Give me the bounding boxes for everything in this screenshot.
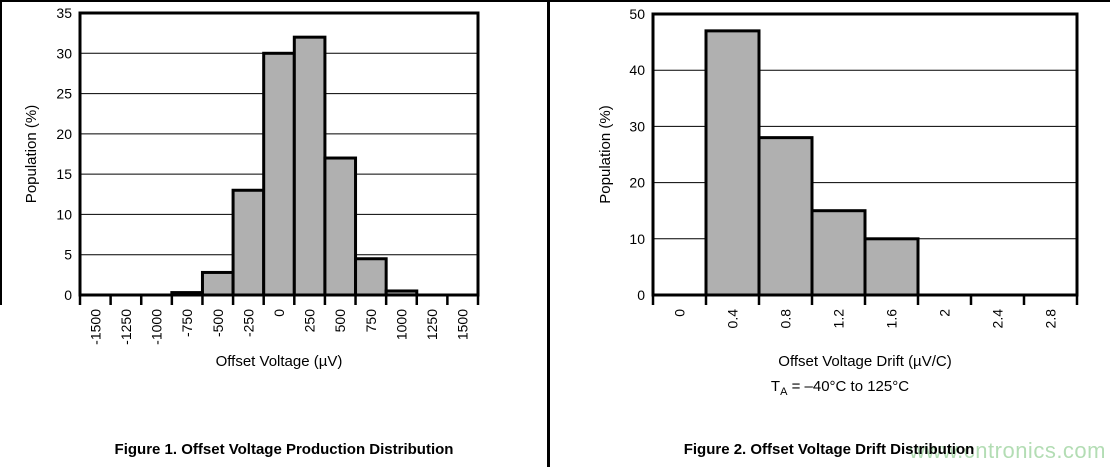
x-axis-tick-label: -250 [240,309,256,337]
y-axis-tick-label: 50 [629,6,645,22]
x-axis-tick-label: 0 [672,309,688,317]
top-border [0,0,1110,2]
figure1-caption: Figure 1. Offset Voltage Production Dist… [114,441,454,458]
y-axis-tick-label: 30 [629,118,645,134]
y-axis-title: Population (%) [23,105,40,203]
left-border [0,0,2,305]
x-axis-tick-label: 2.4 [990,309,1006,329]
plot-frame [651,12,1079,297]
y-axis-tick-label: 20 [56,126,72,142]
x-axis-tick-label: 500 [332,309,348,333]
x-axis-tick-label: 250 [302,309,318,333]
histogram-bar [262,51,296,297]
histogram-bar [863,237,920,297]
histogram-bar [704,29,761,297]
y-axis-tick-label: 0 [637,287,645,303]
x-axis-tick-label: 750 [363,309,379,333]
x-axis-tick-label: 0.4 [725,309,741,329]
x-axis-tick-label: 1250 [424,309,440,340]
y-axis-tick-label: 20 [629,175,645,191]
temperature-note-text: = –40°C to 125°C [787,378,910,395]
y-axis-tick-label: 10 [629,231,645,247]
x-axis-title: Offset Voltage (µV) [216,353,343,370]
histogram-bar [810,209,867,297]
temperature-note-subscript: A [780,386,788,398]
x-axis-tick-label: -1000 [149,309,165,345]
x-axis-tick-label: -1500 [87,309,103,345]
x-axis-title: Offset Voltage Drift (µV/C) [778,353,951,370]
x-axis-tick-label: -750 [179,309,195,337]
x-axis-tick-label: 2 [937,309,953,317]
x-axis-tick-label: 0.8 [778,309,794,329]
histogram-bar [231,188,266,297]
panel-divider [547,0,550,467]
y-axis-title: Population (%) [597,105,614,203]
x-axis-tick-label: 1.6 [884,309,900,329]
x-axis-tick-label: 0 [271,309,287,317]
x-axis-tick-label: 1000 [393,309,409,340]
plot-frame [78,11,480,297]
y-axis-tick-label: 40 [629,62,645,78]
x-axis-tick-label: 1.2 [831,309,847,329]
y-axis-tick-label: 0 [64,287,72,303]
y-axis-tick-label: 10 [56,206,72,222]
watermark-text: www.cntronics.com [909,438,1106,463]
x-axis-tick-label: 2.8 [1043,309,1059,329]
y-axis-tick-label: 15 [56,166,72,182]
histogram-bar [354,257,388,297]
histogram-bar [757,136,814,297]
x-axis-tick-label: 1500 [455,309,471,340]
y-axis-tick-label: 5 [64,247,72,263]
y-axis-tick-label: 30 [56,45,72,61]
x-axis-tick-label: -1250 [118,309,134,345]
histogram-bar [292,35,327,297]
temperature-range-note: TA = –40°C to 125°C [653,378,1027,398]
histogram-bar [323,156,358,297]
histogram-bar [200,270,235,297]
figure2-caption: Figure 2. Offset Voltage Drift Distribut… [683,441,975,458]
temperature-note-symbol: T [770,378,781,395]
x-axis-tick-label: -500 [210,309,226,337]
y-axis-tick-label: 35 [56,5,72,21]
y-axis-tick-label: 25 [56,86,72,102]
